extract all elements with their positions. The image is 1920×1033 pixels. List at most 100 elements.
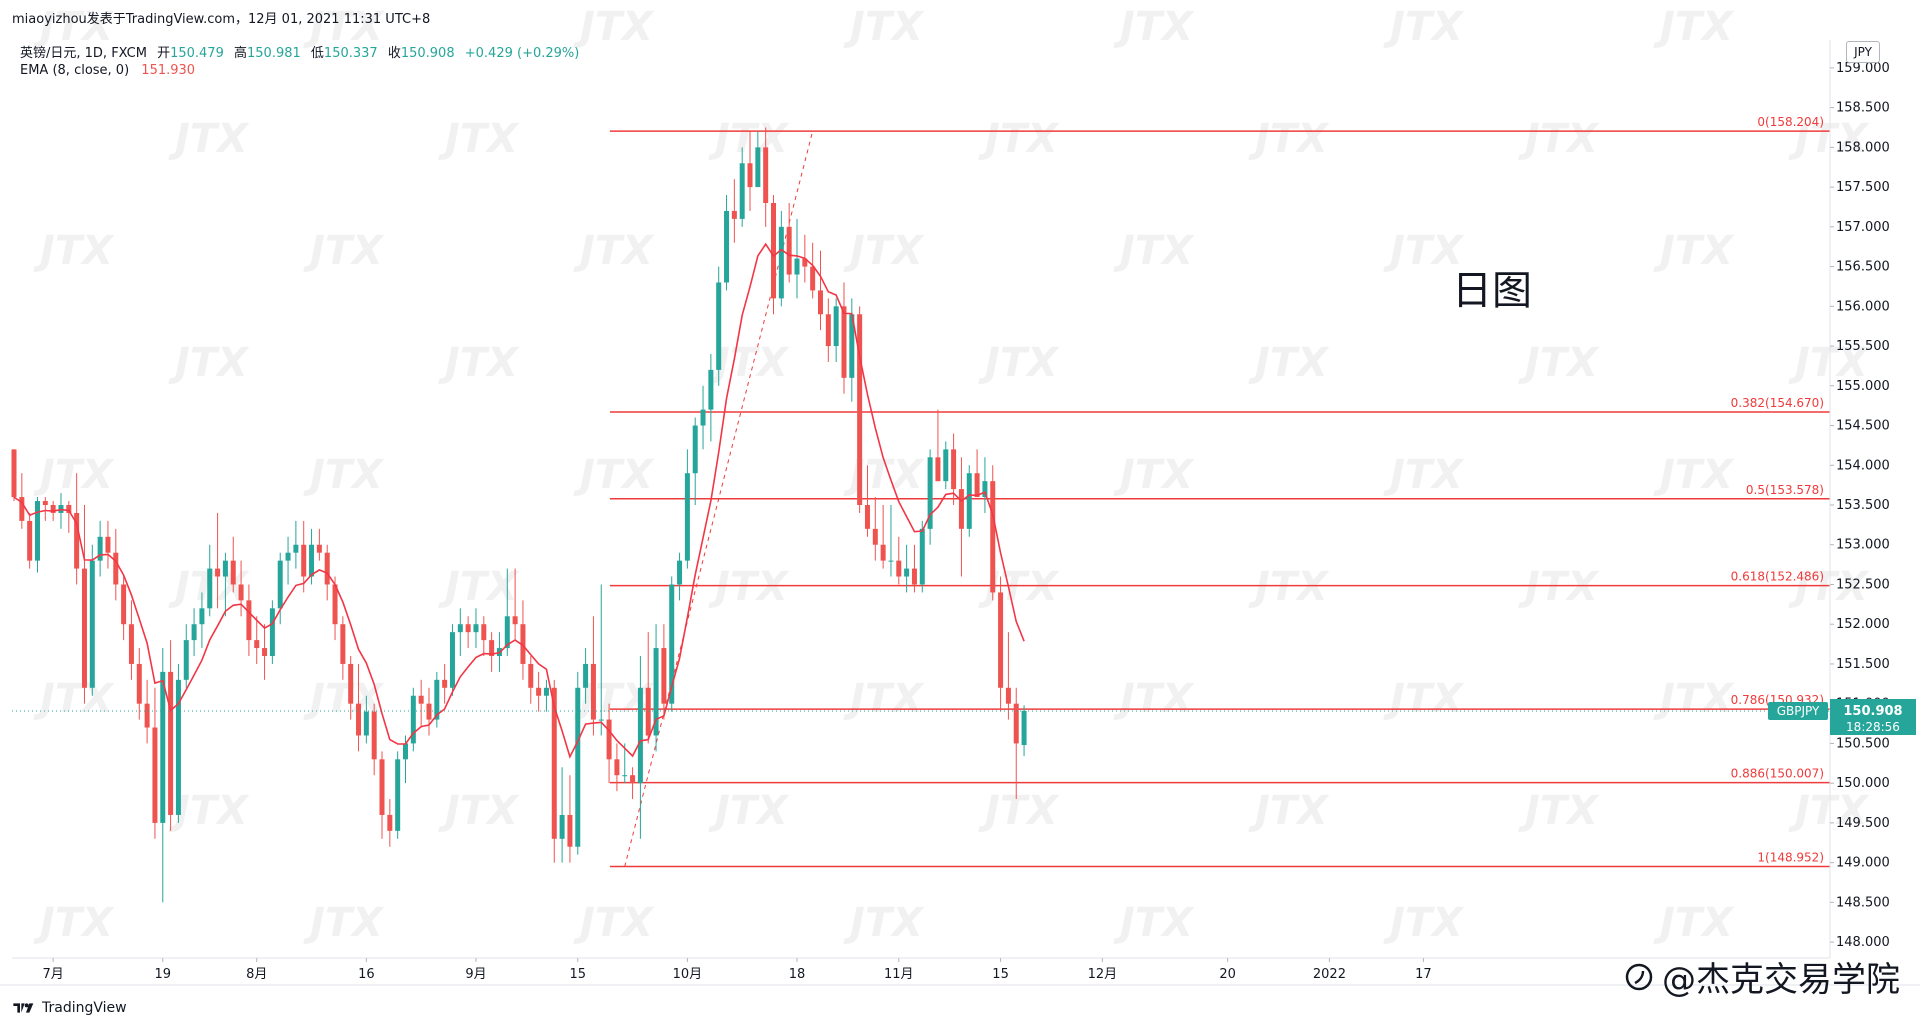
candle-body <box>504 616 510 649</box>
watermark-text: JTX <box>1788 116 1870 162</box>
watermark-text: JTX <box>168 340 250 386</box>
y-tick-label: 152.500 <box>1836 577 1890 592</box>
candle-body <box>904 568 910 577</box>
watermark-text: JTX <box>1518 564 1600 610</box>
watermark-text: JTX <box>708 788 790 834</box>
candle-body <box>998 592 1004 688</box>
watermark-text: JTX <box>708 564 790 610</box>
candle-body <box>543 687 549 696</box>
chart-annotation: 日图 <box>1452 268 1532 314</box>
watermark-text: JTX <box>303 228 385 274</box>
candle-body <box>183 640 189 680</box>
candle-body <box>700 409 706 426</box>
low-label: 低 <box>310 46 324 61</box>
tradingview-label[interactable]: TradingView <box>42 1000 127 1016</box>
candle-body <box>410 695 416 744</box>
close-value: 150.908 <box>400 46 455 61</box>
candle-body <box>802 258 808 267</box>
candle-body <box>175 679 181 815</box>
candle-body <box>128 624 134 664</box>
candle-body <box>481 624 487 641</box>
x-tick-label: 17 <box>1415 967 1432 982</box>
y-tick-label: 157.500 <box>1836 180 1890 195</box>
currency-button[interactable]: JPY <box>1846 41 1880 63</box>
candle-body <box>567 814 573 847</box>
candle-body <box>536 687 542 696</box>
fib-label: 0.886(150.007) <box>1731 767 1824 781</box>
watermark-text: JTX <box>1653 676 1735 722</box>
candle-body <box>371 711 377 760</box>
brand-watermark: @杰克交易学院 <box>1624 952 1900 1001</box>
x-tick-label: 7月 <box>43 967 64 982</box>
watermark-text: JTX <box>1248 116 1330 162</box>
candle-body <box>105 536 111 553</box>
fib-label: 1(148.952) <box>1757 850 1824 864</box>
watermark-text: JTX <box>573 900 655 946</box>
candle-body <box>794 258 800 275</box>
y-tick-label: 158.000 <box>1836 140 1890 155</box>
high-value: 150.981 <box>247 46 301 61</box>
watermark-text: JTX <box>843 228 925 274</box>
watermark-text: JTX <box>33 900 115 946</box>
candle-body <box>880 544 886 561</box>
watermark-text: JTX <box>1383 676 1465 722</box>
last-price-box <box>1830 698 1916 735</box>
ema-label[interactable]: EMA (8, close, 0) <box>20 63 130 78</box>
candle-body <box>630 775 636 784</box>
watermark-text: JTX <box>438 340 520 386</box>
x-tick-label: 16 <box>358 967 375 982</box>
watermark-text: JTX <box>1518 788 1600 834</box>
candle-body <box>97 536 103 561</box>
watermark-text: JTX <box>33 228 115 274</box>
countdown-label: 18:28:56 <box>1846 720 1900 734</box>
watermark-text: JTX <box>843 4 925 50</box>
high-label: 高 <box>233 46 247 61</box>
watermark-text: JTX <box>33 4 115 50</box>
candle-body <box>990 481 996 593</box>
y-tick-label: 158.500 <box>1836 101 1890 116</box>
candle-body <box>324 552 330 585</box>
candle-body <box>356 703 362 736</box>
x-tick-label: 18 <box>789 967 806 982</box>
watermark-text: JTX <box>168 788 250 834</box>
y-tick-label: 154.500 <box>1836 419 1890 434</box>
candle-body <box>598 719 604 721</box>
fib-label: 0.618(152.486) <box>1731 570 1824 584</box>
candle-body <box>778 226 784 299</box>
candle-body <box>285 552 291 561</box>
candle-body <box>89 560 95 688</box>
watermark-text: JTX <box>1248 788 1330 834</box>
x-tick-label: 19 <box>154 967 171 982</box>
y-tick-label: 157.000 <box>1836 220 1890 235</box>
watermark-text: JTX <box>1248 340 1330 386</box>
axes-layer: 159.000 158.500 158.000 157.500 157.000 156.5… <box>0 40 1920 986</box>
y-tick-label: 148.500 <box>1836 895 1890 910</box>
watermark-text: JTX <box>1383 228 1465 274</box>
candle-body <box>160 671 166 823</box>
watermark-text: JTX <box>438 116 520 162</box>
candle-body <box>528 663 534 688</box>
candle-body <box>888 560 894 562</box>
candle-body <box>645 687 651 736</box>
low-value: 150.337 <box>323 46 378 61</box>
symbol-tag <box>1768 701 1828 720</box>
watermark-text: JTX <box>303 900 385 946</box>
symbol-title[interactable]: 英镑/日元, 1D, FXCM <box>20 46 147 61</box>
candle-body <box>449 632 455 688</box>
candle-body <box>222 560 228 577</box>
candle-body <box>731 210 737 219</box>
candle-body <box>74 512 80 569</box>
watermark-text: JTX <box>1113 676 1195 722</box>
fib-label: 0.382(154.670) <box>1731 396 1824 410</box>
x-tick-label: 15 <box>992 967 1009 982</box>
close-label: 收 <box>387 46 401 61</box>
candle-body <box>301 544 307 577</box>
candle-body <box>34 501 40 561</box>
candles-layer <box>11 127 1027 903</box>
tradingview-footer: TradingView <box>12 1000 127 1016</box>
candle-body <box>661 648 667 704</box>
x-tick-label: 2022 <box>1313 967 1346 982</box>
candle-body <box>457 624 463 633</box>
watermark-text: JTX <box>1113 452 1195 498</box>
